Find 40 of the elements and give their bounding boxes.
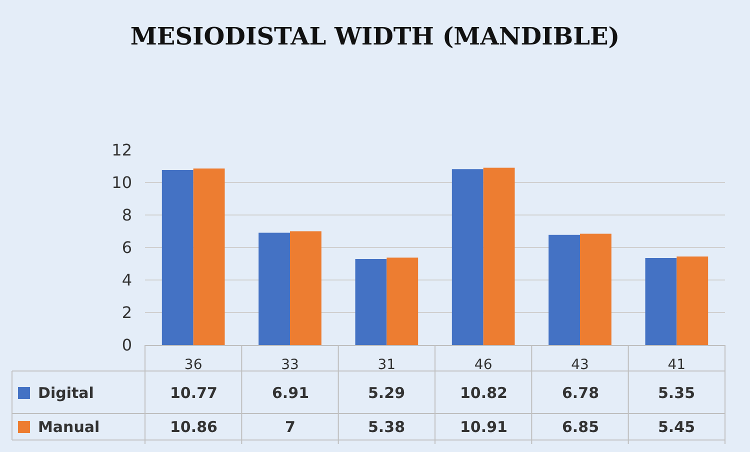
data-label: 6.78 (562, 384, 600, 402)
bar (386, 258, 418, 345)
data-label: 10.77 (170, 384, 218, 402)
data-label: 10.82 (460, 384, 508, 402)
data-label: 10.91 (460, 418, 508, 436)
y-tick-label: 10 (112, 173, 132, 192)
data-label: 5.45 (658, 418, 696, 436)
x-tick-label: 33 (281, 356, 299, 373)
data-label: 5.29 (368, 384, 406, 402)
bar (676, 256, 708, 345)
data-label: 6.85 (562, 418, 600, 436)
bar (193, 168, 225, 345)
y-tick-label: 2 (122, 303, 132, 322)
bar (258, 232, 290, 345)
x-tick-label: 41 (668, 356, 686, 373)
legend-label: Digital (38, 384, 94, 402)
data-label: 5.38 (368, 418, 406, 436)
bar (580, 234, 612, 345)
bar (290, 231, 322, 345)
bar (483, 168, 515, 345)
y-tick-label: 12 (112, 140, 132, 160)
bar (355, 259, 387, 345)
data-label: 5.35 (658, 384, 696, 402)
bar (645, 258, 677, 345)
bar (452, 169, 484, 345)
y-tick-label: 0 (122, 336, 132, 355)
bar (548, 234, 580, 345)
y-tick-label: 6 (122, 238, 132, 258)
legend-label: Manual (38, 418, 100, 436)
y-tick-label: 8 (122, 206, 132, 225)
x-tick-label: 43 (571, 356, 589, 373)
bar (162, 170, 194, 345)
x-tick-label: 36 (184, 356, 202, 373)
x-tick-label: 46 (474, 356, 492, 373)
data-label: 10.86 (170, 418, 218, 436)
data-label: 6.91 (272, 384, 310, 402)
y-tick-label: 4 (122, 270, 132, 290)
chart-title: MESIODISTAL WIDTH (MANDIBLE) (130, 22, 620, 51)
x-tick-label: 31 (378, 356, 396, 373)
data-label: 7 (285, 418, 296, 436)
